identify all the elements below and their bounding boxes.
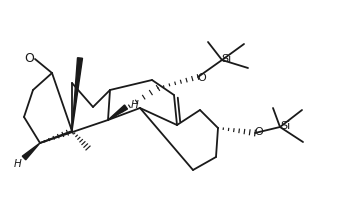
Text: Si: Si	[221, 54, 231, 64]
Polygon shape	[22, 143, 40, 160]
Text: O: O	[24, 52, 34, 64]
Text: H: H	[14, 159, 22, 169]
Polygon shape	[108, 105, 127, 120]
Text: O: O	[198, 73, 206, 83]
Polygon shape	[72, 58, 82, 131]
Text: H: H	[131, 100, 139, 110]
Text: Si: Si	[280, 121, 290, 131]
Text: O: O	[255, 127, 263, 137]
